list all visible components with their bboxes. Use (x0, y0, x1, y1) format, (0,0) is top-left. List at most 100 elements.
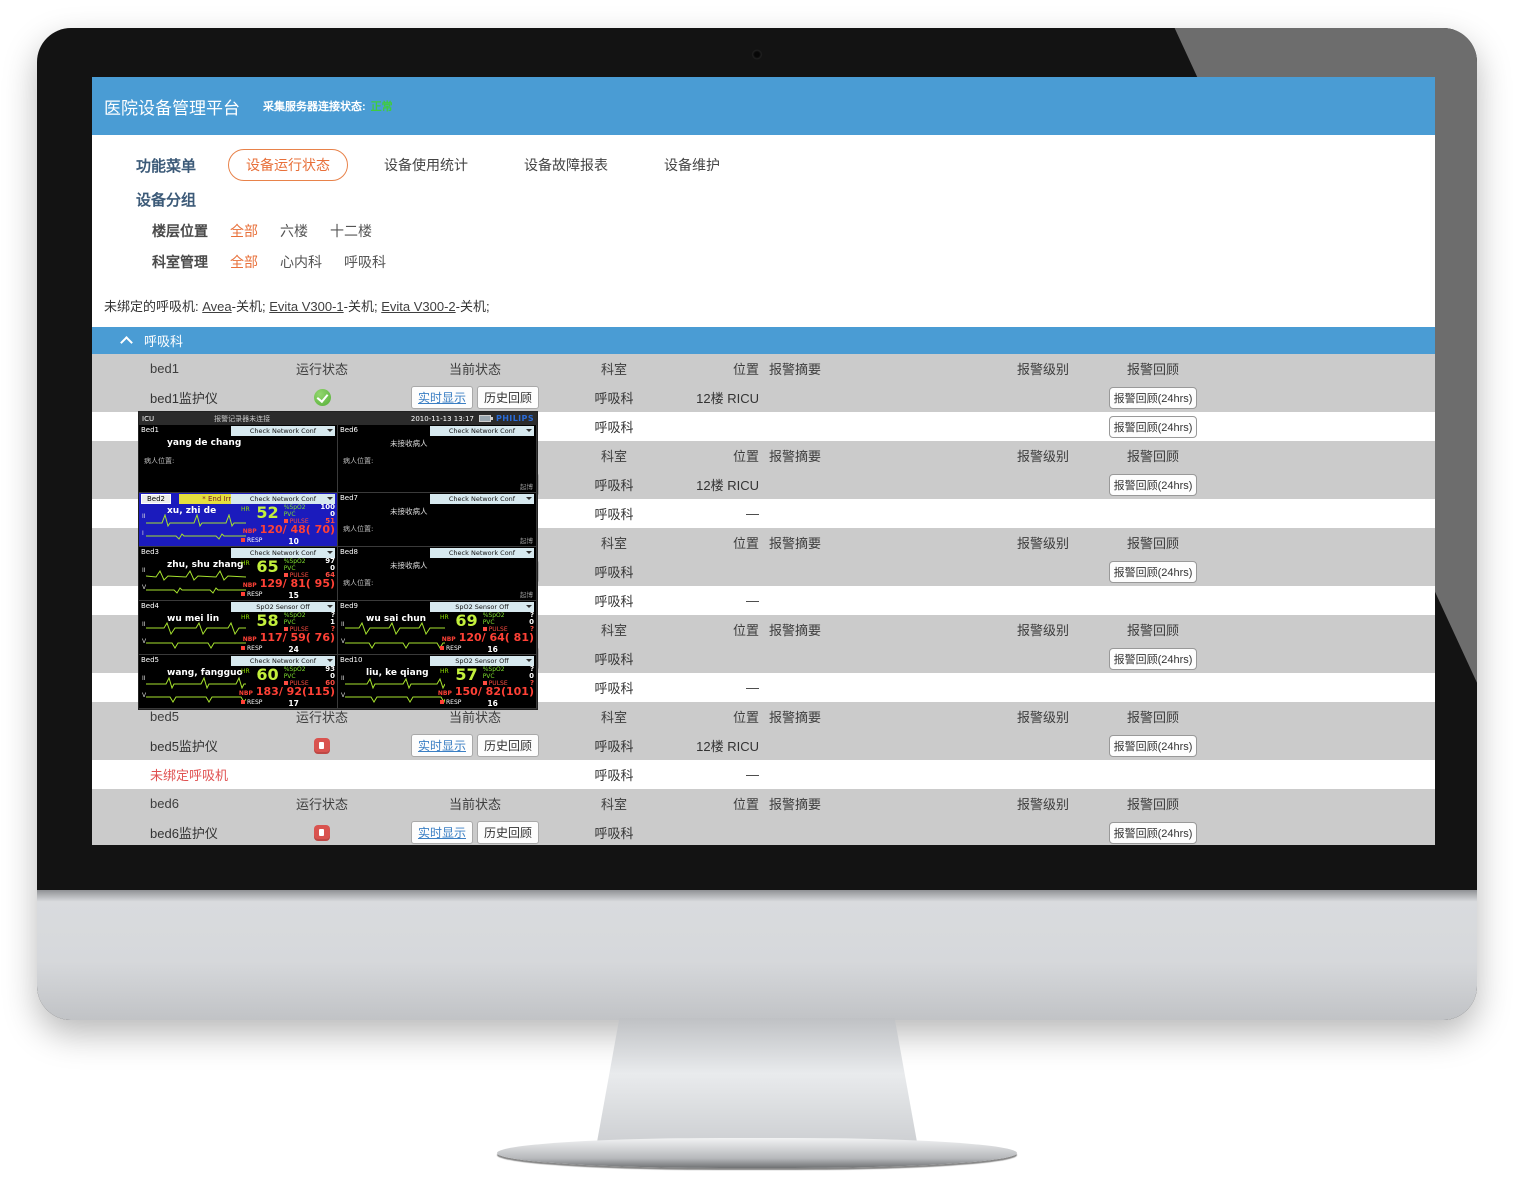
tab-device-maintenance[interactable]: 设备维护 (664, 157, 720, 173)
tab-device-run-status[interactable]: 设备运行状态 (228, 149, 348, 181)
network-conf-dropdown[interactable]: Check Network Conf (231, 656, 335, 666)
pulse-value: ? (529, 625, 534, 633)
hr-label: HR (241, 560, 250, 567)
history-review-button[interactable]: 历史回顾 (477, 821, 540, 844)
alarm-review-24hrs-button[interactable]: 报警回顾(24hrs) (1108, 647, 1198, 670)
alarm-review-24hrs-button[interactable]: 报警回顾(24hrs) (1108, 560, 1198, 583)
spo2-sensor-off-dropdown[interactable]: SpO2 Sensor Off (430, 656, 534, 666)
monitor-cell-bed3: Bed3 Check Network Conf zhu, shu zhang I… (139, 547, 338, 601)
network-conf-dropdown[interactable]: Check Network Conf (231, 426, 335, 436)
server-status: 采集服务器连接状态: 正常 (263, 98, 393, 114)
hr-value: 60 (256, 665, 279, 684)
device-dept: 呼吸科 (594, 507, 634, 522)
filter-dept-label: 科室管理 (152, 254, 208, 270)
history-review-button[interactable]: 历史回顾 (477, 386, 540, 409)
chevron-up-icon (120, 335, 133, 349)
filter-floor-12[interactable]: 十二楼 (330, 223, 372, 239)
alarm-review-24hrs-button[interactable]: 报警回顾(24hrs) (1108, 821, 1198, 844)
bed-tab[interactable]: Bed9 (340, 602, 359, 610)
nbp-value: 120/ 48( 70) (259, 523, 335, 536)
realtime-display-button[interactable]: 实时显示 (410, 734, 473, 757)
nbp-label: NBP (242, 582, 257, 589)
nbp-label: NBP (437, 690, 452, 697)
col-location: 位置 (732, 710, 759, 725)
section-bar-respiratory[interactable]: 呼吸科 (92, 327, 1435, 354)
network-conf-dropdown[interactable]: Check Network Conf (231, 548, 335, 558)
unbound-link-evita-v300-1[interactable]: Evita V300-1 (269, 299, 344, 314)
resp-value: 17 (288, 699, 299, 708)
unbound-link-evita-v300-2[interactable]: Evita V300-2 (381, 299, 456, 314)
col-alarm-review: 报警回顾 (1126, 797, 1179, 812)
filter-dept-all[interactable]: 全部 (230, 254, 258, 270)
bed-tab[interactable]: Bed10 (340, 656, 363, 664)
patient-name: wang, fangguo (167, 668, 243, 678)
alarm-review-24hrs-button[interactable]: 报警回顾(24hrs) (1108, 386, 1198, 409)
ecg-waveform (146, 642, 246, 649)
spo2-label: %SpO2 (283, 666, 306, 673)
unbound-link-avea[interactable]: Avea (202, 299, 232, 314)
bed-tab[interactable]: Bed1 (141, 426, 160, 434)
ecg-waveform (146, 622, 246, 635)
device-location: — (746, 767, 759, 782)
ecg-waveform (146, 533, 246, 540)
col-run-status: 运行状态 (295, 710, 348, 725)
device-dept: 呼吸科 (594, 594, 634, 609)
bed-tab[interactable]: Bed7 (340, 494, 359, 502)
resp-value: 16 (487, 645, 498, 654)
table-row-bed1-monitor: bed1监护仪 实时显示 历史回顾 呼吸科 12楼 RICU 报警回顾(24hrs… (92, 383, 1435, 412)
col-run-status: 运行状态 (295, 797, 348, 812)
device-dept: 呼吸科 (594, 391, 634, 406)
device-location: — (746, 680, 759, 695)
bed-tab[interactable]: Bed6 (340, 426, 359, 434)
col-alarm-level: 报警级别 (1016, 710, 1069, 725)
lead-label: V (142, 692, 147, 699)
monitor-topbar: ICU 报警记录器未连接 2010-11-13 13:17 PHILIPS (139, 412, 537, 425)
table-row-bed5-monitor: bed5监护仪 实时显示 历史回顾 呼吸科 12楼 RICU 报警回顾(24hrs… (92, 731, 1435, 760)
bed-tab[interactable]: Bed4 (141, 602, 160, 610)
tab-device-fault-report[interactable]: 设备故障报表 (524, 157, 608, 173)
monitor-alert-text: 报警记录器未连接 (214, 414, 271, 423)
bed-label: bed1 (150, 361, 179, 376)
filter-floor-6[interactable]: 六楼 (280, 223, 308, 239)
lead-label: II (341, 675, 345, 682)
device-name: bed6监护仪 (150, 826, 218, 841)
monitor-cell-bed9: Bed9 SpO2 Sensor Off wu sai chun II V HR… (338, 601, 537, 655)
network-conf-dropdown[interactable]: Check Network Conf (430, 426, 534, 436)
monitor-cell-bed4: Bed4 SpO2 Sensor Off wu mei lin II V HR … (139, 601, 338, 655)
device-location: 12楼 RICU (696, 391, 759, 406)
bed-tab[interactable]: Bed8 (340, 548, 359, 556)
realtime-display-button[interactable]: 实时显示 (410, 821, 473, 844)
alarm-review-24hrs-button[interactable]: 报警回顾(24hrs) (1108, 415, 1198, 438)
device-dept: 呼吸科 (594, 420, 634, 435)
tab-device-usage-stats[interactable]: 设备使用统计 (384, 157, 468, 173)
network-conf-dropdown[interactable]: Check Network Conf (231, 494, 335, 504)
spo2-sensor-off-dropdown[interactable]: SpO2 Sensor Off (430, 602, 534, 612)
alarm-review-24hrs-button[interactable]: 报警回顾(24hrs) (1108, 473, 1198, 496)
device-name: bed5监护仪 (150, 739, 218, 754)
pvc-label: PVC (482, 673, 495, 680)
device-group-title: 设备分组 (136, 192, 197, 209)
lead-label: II (142, 513, 146, 520)
filter-floor-all[interactable]: 全部 (230, 223, 258, 239)
unbound-ventilator-label: 未绑定呼吸机 (150, 768, 229, 783)
hr-label: HR (440, 614, 449, 621)
bed-tab[interactable]: Bed5 (141, 656, 160, 664)
network-conf-dropdown[interactable]: Check Network Conf (430, 548, 534, 558)
history-review-button[interactable]: 历史回顾 (477, 734, 540, 757)
filter-dept-cardiology[interactable]: 心内科 (280, 254, 322, 270)
network-conf-dropdown[interactable]: Check Network Conf (430, 494, 534, 504)
ecg-waveform (345, 622, 445, 635)
spo2-value: ? (330, 611, 335, 619)
bed-tab[interactable]: Bed3 (141, 548, 160, 556)
battery-icon (478, 415, 493, 422)
ecg-waveform (345, 696, 445, 703)
device-dept: 呼吸科 (594, 478, 634, 493)
pvc-value: 0 (330, 564, 335, 572)
unbound-prefix: 未绑定的呼吸机: (104, 299, 203, 314)
filter-dept-respiratory[interactable]: 呼吸科 (344, 254, 386, 270)
realtime-display-button[interactable]: 实时显示 (410, 386, 473, 409)
bed-tab-selected[interactable]: Bed2 (141, 494, 172, 504)
spo2-sensor-off-dropdown[interactable]: SpO2 Sensor Off (231, 602, 335, 612)
patient-location-label: 病人位置: (343, 579, 374, 587)
alarm-review-24hrs-button[interactable]: 报警回顾(24hrs) (1108, 734, 1198, 757)
